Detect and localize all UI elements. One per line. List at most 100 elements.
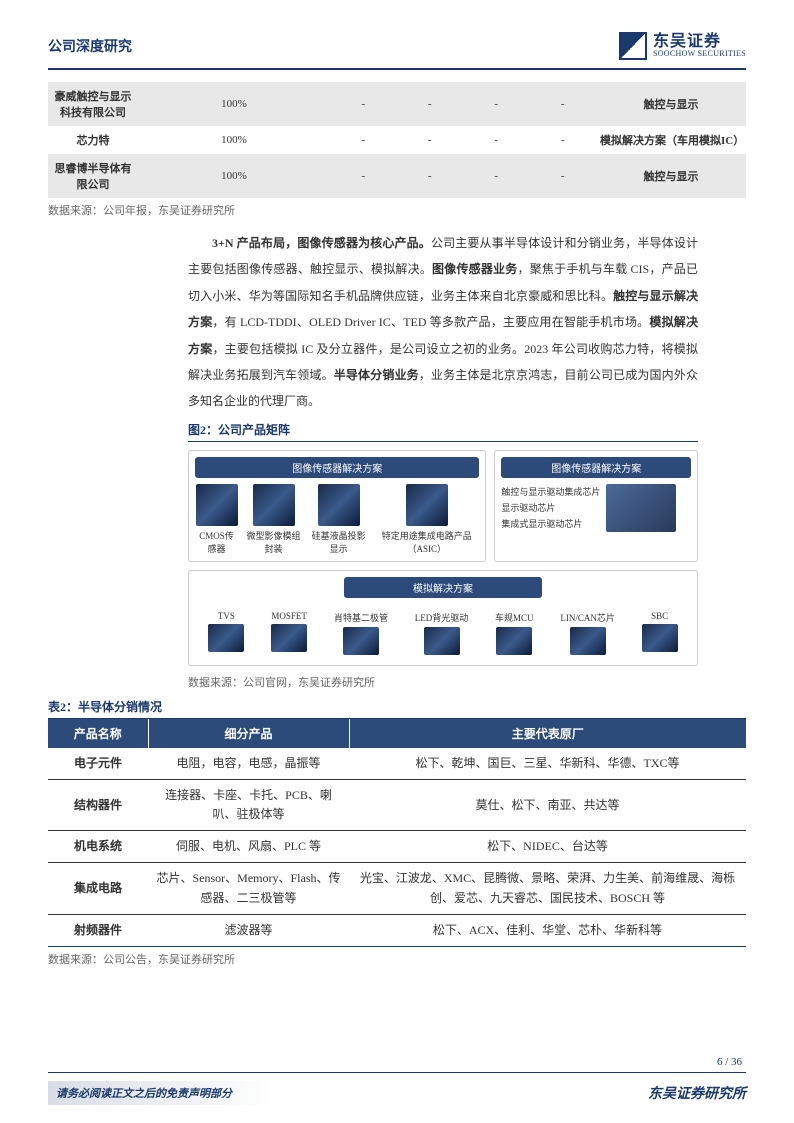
cell: - <box>529 154 596 198</box>
para-t3: ，有 LCD-TDDI、OLED Driver IC、TED 等多款产品，主要应… <box>212 315 649 329</box>
cell-desc: 触控与显示 <box>596 154 746 198</box>
logo-cn: 东吴证券 <box>653 33 746 51</box>
cell: - <box>529 82 596 126</box>
cell: - <box>330 126 397 154</box>
cell-vendor: 松下、NIDEC、台达等 <box>349 831 746 863</box>
cell: - <box>396 82 463 126</box>
matrix-item: 肖特基二极管 <box>334 608 388 655</box>
cell-desc: 触控与显示 <box>596 82 746 126</box>
cell-vendor: 松下、ACX、佳利、华堂、芯朴、华新科等 <box>349 914 746 946</box>
cell-name: 芯力特 <box>48 126 138 154</box>
chip-label: SBC <box>651 611 668 621</box>
chip-image <box>271 624 307 652</box>
matrix-item: 硅基液晶投影显示 <box>309 484 368 555</box>
table2-source: 数据来源：公司公告，东吴证券研究所 <box>48 951 746 967</box>
cell-name: 豪威触控与显示科技有限公司 <box>48 82 138 126</box>
cell-pct: 100% <box>138 154 330 198</box>
logo-en: SOOCHOW SECURITIES <box>653 50 746 59</box>
cell: - <box>529 126 596 154</box>
chip-label: TVS <box>218 611 235 621</box>
cell: - <box>463 82 530 126</box>
column-header: 细分产品 <box>148 719 349 748</box>
chip-label: 车规MCU <box>495 611 534 624</box>
cell-pct: 100% <box>138 126 330 154</box>
cell: - <box>463 154 530 198</box>
card2-text-list: 触控与显示驱动集成芯片显示驱动芯片集成式显示驱动芯片 <box>501 484 600 533</box>
column-header: 产品名称 <box>48 719 148 748</box>
cell: - <box>330 82 397 126</box>
figure2-title: 图2：公司产品矩阵 <box>188 421 698 442</box>
chip-image <box>208 624 244 652</box>
chip-label: LIN/CAN芯片 <box>560 611 615 624</box>
cell-vendor: 光宝、江波龙、XMC、昆腾微、景略、荣湃、力生美、前海维晟、海栎创、爱芯、九天睿… <box>349 863 746 914</box>
logo-text: 东吴证券 SOOCHOW SECURITIES <box>653 33 746 59</box>
text-item: 集成式显示驱动芯片 <box>501 516 600 532</box>
page-number: 6 / 36 <box>48 1056 746 1073</box>
cell-name: 结构器件 <box>48 779 148 830</box>
chip-label: MOSFET <box>271 611 307 621</box>
table-row: 芯力特100%----模拟解决方案（车用模拟IC） <box>48 126 746 154</box>
cell-name: 电子元件 <box>48 748 148 780</box>
chip-image <box>318 484 360 526</box>
company-logo: 东吴证券 SOOCHOW SECURITIES <box>619 32 746 60</box>
matrix-item: 特定用途集成电路产品（ASIC） <box>374 484 479 555</box>
page-header: 公司深度研究 东吴证券 SOOCHOW SECURITIES <box>48 32 746 70</box>
table-row: 射频器件滤波器等松下、ACX、佳利、华堂、芯朴、华新科等 <box>48 914 746 946</box>
cell-detail: 电阻，电容，电感，晶振等 <box>148 748 349 780</box>
chip-label: 肖特基二极管 <box>334 611 388 624</box>
footer-institute: 东吴证券研究所 <box>648 1083 746 1103</box>
column-header: 主要代表原厂 <box>349 719 746 748</box>
matrix-item: TVS <box>208 608 244 655</box>
header-title: 公司深度研究 <box>48 36 132 56</box>
table-row: 机电系统伺服、电机、风扇、PLC 等松下、NIDEC、台达等 <box>48 831 746 863</box>
cell: - <box>330 154 397 198</box>
table-row: 集成电路芯片、Sensor、Memory、Flash、传感器、二三极管等光宝、江… <box>48 863 746 914</box>
cell: - <box>396 154 463 198</box>
cell-detail: 芯片、Sensor、Memory、Flash、传感器、二三极管等 <box>148 863 349 914</box>
chip-label: 特定用途集成电路产品（ASIC） <box>374 529 479 555</box>
cell-desc: 模拟解决方案（车用模拟IC） <box>596 126 746 154</box>
chip-image <box>642 624 678 652</box>
chip-image <box>253 484 295 526</box>
text-item: 显示驱动芯片 <box>501 500 600 516</box>
para-lead: 3+N 产品布局，图像传感器为核心产品。 <box>212 236 431 250</box>
car-image <box>606 484 676 532</box>
cell-detail: 滤波器等 <box>148 914 349 946</box>
text-item: 触控与显示驱动集成芯片 <box>501 484 600 500</box>
table2-title: 表2：半导体分销情况 <box>48 698 746 719</box>
cell-detail: 伺服、电机、风扇、PLC 等 <box>148 831 349 863</box>
cell-detail: 连接器、卡座、卡托、PCB、喇叭、驻极体等 <box>148 779 349 830</box>
table-row: 电子元件电阻，电容，电感，晶振等松下、乾坤、国巨、三星、华新科、华德、TXC等 <box>48 748 746 780</box>
chip-image <box>343 627 379 655</box>
card3-header: 模拟解决方案 <box>344 577 542 598</box>
matrix-item: LED背光驱动 <box>415 608 469 655</box>
table-row: 思睿博半导体有限公司100%----触控与显示 <box>48 154 746 198</box>
matrix-item: CMOS传感器 <box>195 484 238 555</box>
matrix-card-2: 图像传感器解决方案 触控与显示驱动集成芯片显示驱动芯片集成式显示驱动芯片 <box>494 450 698 562</box>
matrix-card-1: 图像传感器解决方案 CMOS传感器微型影像模组封装硅基液晶投影显示特定用途集成电… <box>188 450 486 562</box>
chip-image <box>424 627 460 655</box>
cell-name: 集成电路 <box>48 863 148 914</box>
chip-label: 硅基液晶投影显示 <box>309 529 368 555</box>
product-matrix: 图像传感器解决方案 CMOS传感器微型影像模组封装硅基液晶投影显示特定用途集成电… <box>188 450 698 666</box>
footer-disclaimer: 请务必阅读正文之后的免责声明部分 <box>48 1081 272 1105</box>
cell-name: 射频器件 <box>48 914 148 946</box>
chip-image <box>196 484 238 526</box>
chip-label: 微型影像模组封装 <box>244 529 303 555</box>
matrix-card-3: 模拟解决方案 TVS MOSFET 肖特基二极管 LED背光驱动 车规MCU LIN/CA… <box>188 570 698 666</box>
cell-pct: 100% <box>138 82 330 126</box>
cell-name: 思睿博半导体有限公司 <box>48 154 138 198</box>
table-row: 结构器件连接器、卡座、卡托、PCB、喇叭、驻极体等莫仕、松下、南亚、共达等 <box>48 779 746 830</box>
cell-vendor: 松下、乾坤、国巨、三星、华新科、华德、TXC等 <box>349 748 746 780</box>
matrix-item: 车规MCU <box>495 608 534 655</box>
cell: - <box>396 126 463 154</box>
chip-image <box>406 484 448 526</box>
chip-image <box>570 627 606 655</box>
card1-header: 图像传感器解决方案 <box>195 457 479 478</box>
chip-image <box>496 627 532 655</box>
page-footer: 6 / 36 请务必阅读正文之后的免责声明部分 东吴证券研究所 <box>0 1056 794 1123</box>
para-b2: 图像传感器业务 <box>432 262 517 276</box>
subsidiary-table: 豪威触控与显示科技有限公司100%----触控与显示芯力特100%----模拟解… <box>48 82 746 198</box>
table-row: 豪威触控与显示科技有限公司100%----触控与显示 <box>48 82 746 126</box>
table1-source: 数据来源：公司年报，东吴证券研究所 <box>48 202 746 218</box>
